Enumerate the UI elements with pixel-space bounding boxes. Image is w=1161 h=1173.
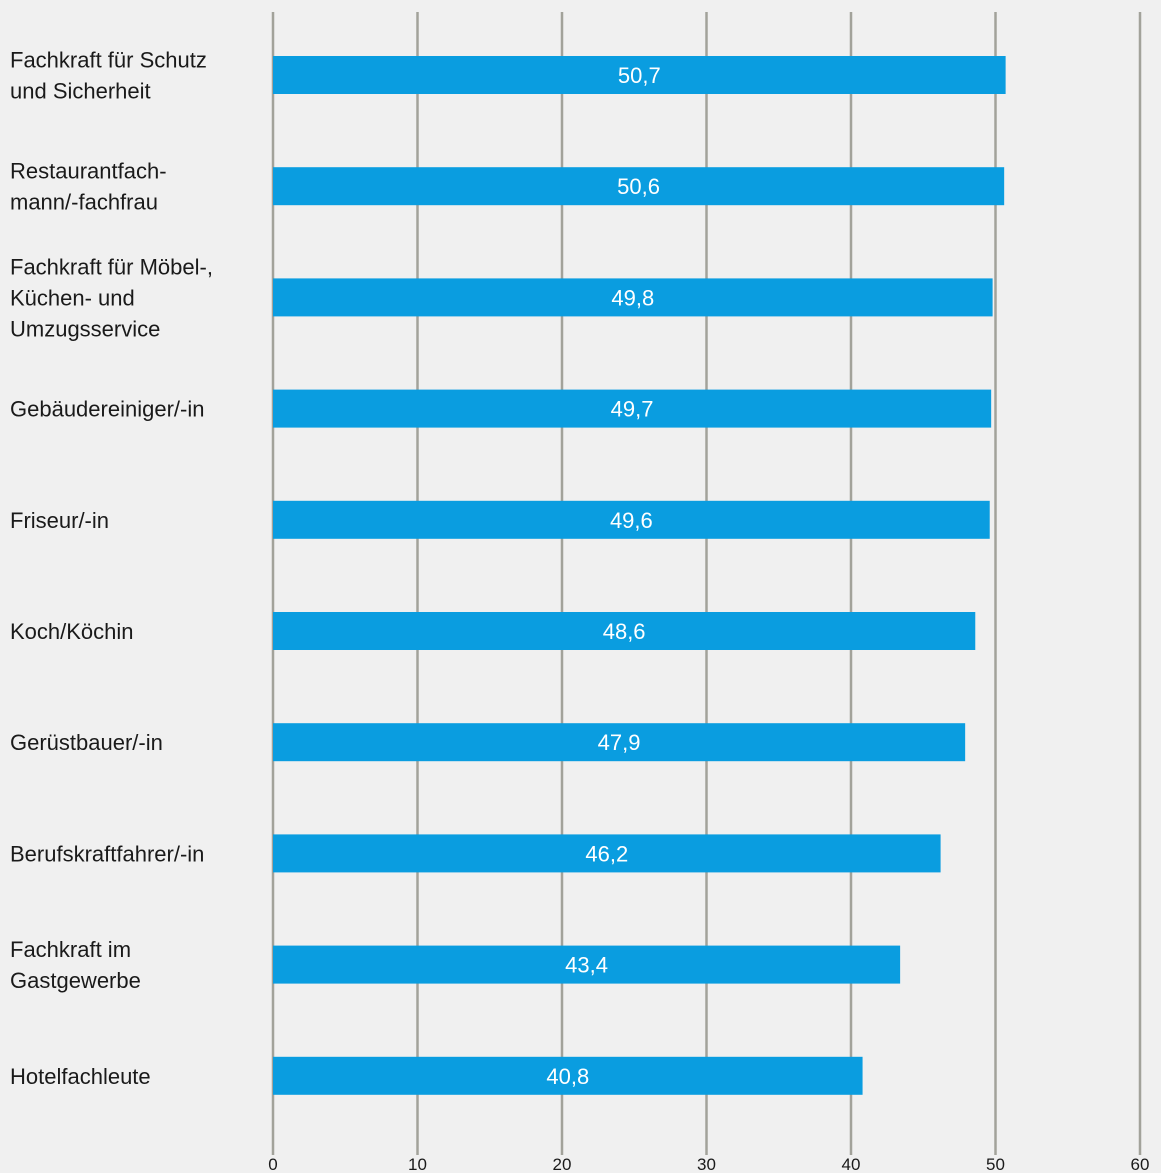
bar-value-label: 43,4 (565, 953, 608, 978)
bar (273, 723, 966, 762)
bar-value-label: 47,9 (598, 730, 641, 755)
bar (273, 500, 990, 539)
category-label: Fachkraft für Schutz und Sicherheit (10, 48, 207, 104)
x-tick-label: 50 (986, 1155, 1005, 1173)
bar (273, 945, 901, 984)
category-labels: Fachkraft für Schutz und Sicherheit Restau… (10, 48, 213, 1089)
bar (273, 167, 1005, 206)
bar-value-label: 50,6 (617, 174, 660, 199)
bar-value-label: 46,2 (585, 841, 628, 866)
category-label: Hotelfachleute (10, 1064, 151, 1089)
x-tick-label: 60 (1131, 1155, 1150, 1173)
category-label: Koch/Köchin (10, 619, 134, 644)
bar-value-label: 40,8 (546, 1064, 589, 1089)
bar (273, 834, 941, 873)
x-tick-label: 40 (842, 1155, 861, 1173)
bar (273, 56, 1006, 94)
bar-value-label: 48,6 (603, 619, 646, 644)
bar (273, 1056, 863, 1095)
x-tick-label: 20 (553, 1155, 572, 1173)
bar (273, 278, 993, 317)
category-label: Restaurantfach-mann/-fachfrau (10, 159, 167, 215)
category-label: Fachkraft im Gastgewerbe (10, 937, 141, 993)
category-label: Gerüstbauer/-in (10, 730, 163, 755)
x-tick-label: 10 (408, 1155, 427, 1173)
bar-value-label: 50,7 (618, 63, 661, 88)
x-tick-label: 30 (697, 1155, 716, 1173)
category-label: Gebäudereiniger/-in (10, 397, 204, 422)
category-label: Berufskraftfahrer/-in (10, 841, 204, 866)
bar (273, 389, 992, 428)
bar-value-label: 49,8 (611, 285, 654, 310)
bar-value-label: 49,6 (610, 508, 653, 533)
bars: 50,7 50,6 49,8 49,7 49,6 48,6 47,9 46,2 43,4 40,8 (273, 56, 1006, 1095)
category-label: Friseur/-in (10, 508, 109, 533)
x-axis-tick-labels: 0 10 20 30 40 50 60 (268, 1155, 1149, 1173)
bar (273, 612, 976, 650)
x-tick-label: 0 (268, 1155, 277, 1173)
category-label: Fachkraft für Möbel-, Küchen- und Umzugsse… (10, 254, 213, 341)
bar-value-label: 49,7 (611, 397, 654, 422)
